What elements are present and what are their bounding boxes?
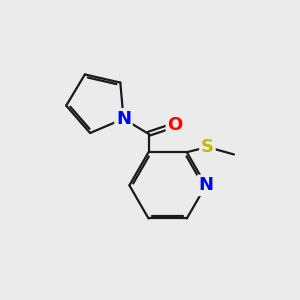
Text: S: S [201, 138, 214, 156]
Text: O: O [167, 116, 183, 134]
Text: N: N [116, 110, 131, 128]
Text: N: N [198, 176, 213, 194]
